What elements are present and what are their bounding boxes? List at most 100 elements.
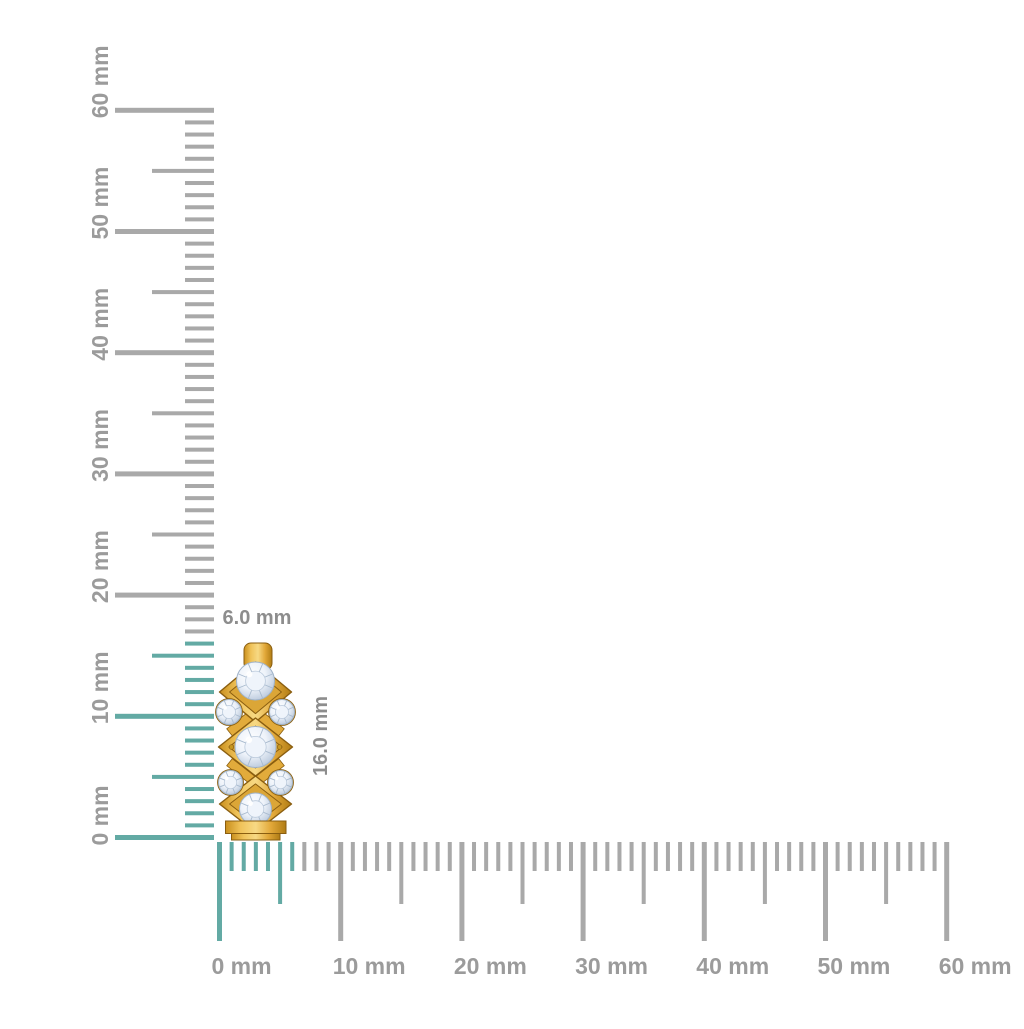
- h-ruler-label-20mm: 20 mm: [454, 953, 527, 979]
- gold-diamond-earring-image: [215, 642, 296, 841]
- h-tick-58mm: [920, 842, 925, 871]
- h-tick-55mm: [884, 842, 889, 904]
- h-tick-18mm: [435, 842, 440, 871]
- h-tick-2mm: [241, 842, 246, 871]
- v-tick-34mm: [185, 423, 214, 428]
- v-tick-39mm: [185, 362, 214, 367]
- h-ruler-label-30mm: 30 mm: [575, 953, 648, 979]
- h-tick-27mm: [544, 842, 549, 871]
- h-tick-21mm: [472, 842, 477, 871]
- h-tick-41mm: [714, 842, 719, 871]
- v-tick-38mm: [185, 374, 214, 379]
- h-tick-45mm: [762, 842, 767, 904]
- v-tick-53mm: [185, 193, 214, 198]
- h-tick-9mm: [326, 842, 331, 871]
- h-tick-10mm: [338, 842, 344, 941]
- v-tick-47mm: [185, 265, 214, 270]
- v-tick-13mm: [185, 677, 214, 682]
- v-ruler-label-30mm: 30 mm: [87, 409, 113, 482]
- v-tick-37mm: [185, 387, 214, 392]
- v-tick-14mm: [185, 665, 214, 670]
- h-tick-1mm: [229, 842, 234, 871]
- v-ruler-label-50mm: 50 mm: [87, 167, 113, 240]
- v-tick-22mm: [185, 568, 214, 573]
- v-tick-60mm: [115, 107, 214, 113]
- h-tick-8mm: [314, 842, 319, 871]
- h-tick-56mm: [896, 842, 901, 871]
- h-tick-39mm: [690, 842, 695, 871]
- v-tick-51mm: [185, 217, 214, 222]
- h-ruler-label-60mm: 60 mm: [939, 953, 1012, 979]
- v-tick-25mm: [152, 532, 214, 537]
- round-diamond-stone: [236, 661, 275, 701]
- h-tick-46mm: [775, 842, 780, 871]
- v-tick-58mm: [185, 132, 214, 137]
- h-tick-32mm: [605, 842, 610, 871]
- round-diamond-stone: [234, 726, 277, 768]
- v-tick-24mm: [185, 544, 214, 549]
- v-tick-26mm: [185, 520, 214, 525]
- v-ruler-label-0mm: 0 mm: [87, 785, 113, 845]
- v-tick-45mm: [152, 290, 214, 295]
- h-tick-28mm: [556, 842, 561, 871]
- v-tick-35mm: [152, 411, 214, 416]
- v-tick-31mm: [185, 459, 214, 464]
- v-tick-52mm: [185, 205, 214, 210]
- v-tick-33mm: [185, 435, 214, 440]
- v-ruler-label-20mm: 20 mm: [87, 530, 113, 603]
- round-diamond-stone: [218, 770, 243, 795]
- v-tick-44mm: [185, 302, 214, 307]
- v-tick-15mm: [152, 653, 214, 658]
- v-tick-8mm: [185, 738, 214, 743]
- v-tick-56mm: [185, 156, 214, 161]
- round-diamond-stone: [239, 792, 272, 826]
- v-ruler-label-10mm: 10 mm: [87, 651, 113, 724]
- prong-dot: [228, 744, 235, 750]
- h-tick-23mm: [496, 842, 501, 871]
- h-tick-5mm: [278, 842, 283, 904]
- h-tick-40mm: [701, 842, 707, 941]
- h-tick-59mm: [932, 842, 937, 871]
- width-dimension-label: 6.0 mm: [223, 607, 292, 629]
- height-dimension-label: 16.0 mm: [310, 696, 332, 776]
- v-tick-27mm: [185, 508, 214, 513]
- round-diamond-stone: [268, 770, 293, 795]
- h-tick-43mm: [738, 842, 743, 871]
- v-tick-41mm: [185, 338, 214, 343]
- vertical-ruler: 0 mm 10 mm 20 mm 30 mm 40 mm 50 mm 60 mm: [87, 45, 214, 846]
- h-tick-49mm: [811, 842, 816, 871]
- v-tick-29mm: [185, 484, 214, 489]
- v-tick-59mm: [185, 120, 214, 125]
- h-tick-35mm: [641, 842, 646, 904]
- v-tick-40mm: [115, 350, 214, 356]
- h-tick-26mm: [532, 842, 537, 871]
- h-tick-52mm: [847, 842, 852, 871]
- h-ruler-label-10mm: 10 mm: [333, 953, 406, 979]
- v-tick-48mm: [185, 253, 214, 258]
- v-tick-50mm: [115, 229, 214, 234]
- h-tick-30mm: [580, 842, 586, 941]
- h-tick-14mm: [387, 842, 392, 871]
- v-tick-46mm: [185, 277, 214, 282]
- v-tick-23mm: [185, 556, 214, 561]
- h-ruler-label-50mm: 50 mm: [818, 953, 891, 979]
- h-tick-25mm: [520, 842, 525, 904]
- h-tick-57mm: [908, 842, 913, 871]
- v-tick-43mm: [185, 314, 214, 319]
- v-tick-49mm: [185, 241, 214, 246]
- v-tick-5mm: [152, 774, 214, 779]
- horizontal-ruler: 0 mm 10 mm 20 mm 30 mm 40 mm 50 mm 60 mm: [212, 842, 1012, 979]
- v-tick-30mm: [115, 471, 214, 477]
- h-tick-16mm: [411, 842, 416, 871]
- h-tick-50mm: [823, 842, 828, 941]
- v-tick-4mm: [185, 787, 214, 792]
- v-tick-36mm: [185, 399, 214, 404]
- v-tick-19mm: [185, 605, 214, 610]
- earring-base-lower: [231, 833, 281, 841]
- v-tick-17mm: [185, 629, 214, 634]
- prong-dot: [276, 744, 283, 750]
- h-tick-47mm: [787, 842, 792, 871]
- v-tick-18mm: [185, 617, 214, 622]
- v-tick-0mm: [115, 835, 214, 840]
